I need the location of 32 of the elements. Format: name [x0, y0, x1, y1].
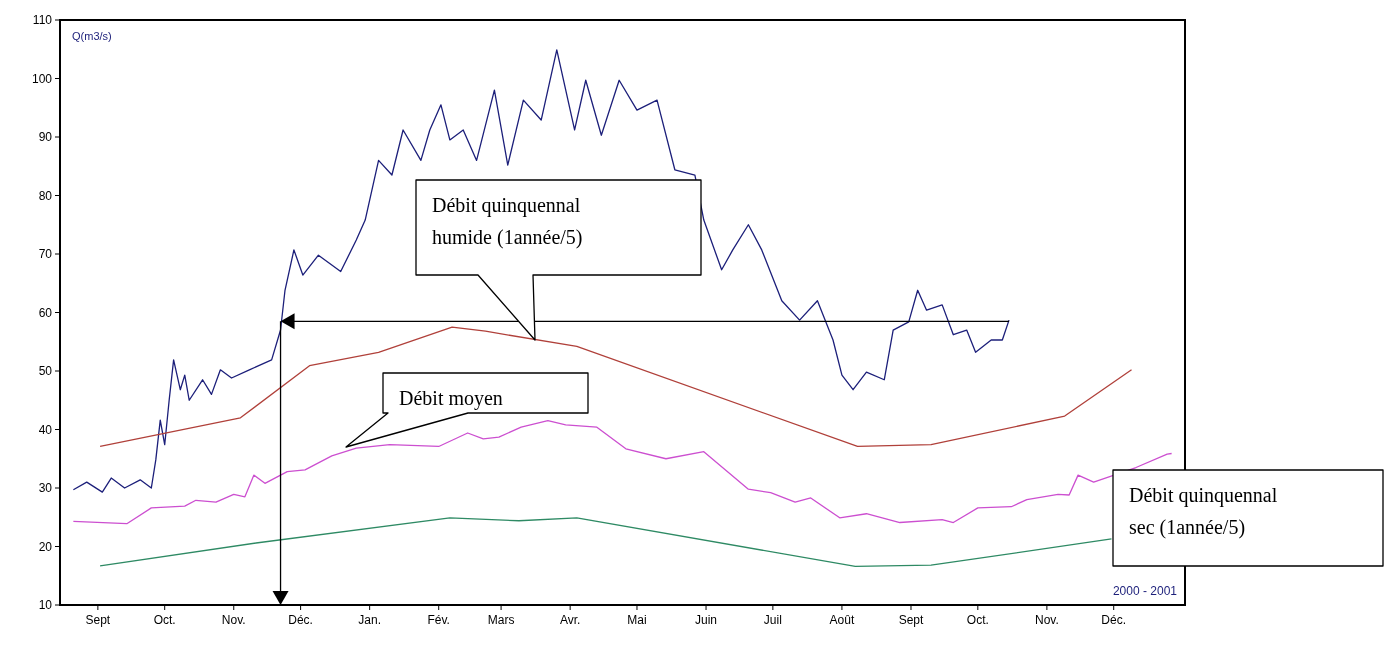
x-tick-label: Mars — [487, 613, 515, 627]
x-tick-label: Avr. — [559, 613, 581, 627]
y-tick-label: 60 — [38, 305, 53, 320]
x-tick-label: Sept — [85, 613, 111, 627]
x-tick-label: Déc. — [1101, 613, 1127, 627]
x-tick-label: Nov. — [1034, 613, 1059, 627]
x-tick-label: Fév. — [427, 613, 450, 627]
annotation: Débit quinquennal sec (1année/5) — [1129, 484, 1278, 539]
y-tick-label: 50 — [38, 364, 53, 379]
annotation: Débit moyen — [399, 387, 503, 410]
text: 2000 - 2001 — [1112, 584, 1178, 598]
x-tick-label: Août — [829, 613, 855, 627]
y-tick-label: 30 — [38, 481, 53, 496]
x-tick-label: Juil — [763, 613, 782, 627]
x-tick-label: Déc. — [288, 613, 313, 627]
y-tick-label: 70 — [38, 247, 53, 262]
y-tick-label: 10 — [38, 598, 53, 613]
x-tick-label: Jan. — [358, 613, 381, 627]
y-tick-label: 90 — [38, 130, 53, 145]
x-tick-label: Oct. — [153, 613, 176, 627]
annotation: Débit quinquennal humide (1année/5) — [432, 194, 583, 249]
x-tick-label: Mai — [627, 613, 647, 627]
y-tick-label: 20 — [38, 539, 53, 554]
y-axis-title: Q(m3/s) — [72, 30, 112, 42]
y-tick-label: 110 — [32, 13, 53, 28]
x-tick-label: Sept — [898, 613, 924, 627]
y-tick-label: 40 — [38, 422, 53, 437]
y-tick-label: 80 — [38, 188, 53, 203]
x-tick-label: Juin — [695, 613, 718, 627]
x-tick-label: Nov. — [221, 613, 246, 627]
x-tick-label: Oct. — [966, 613, 989, 627]
y-tick-label: 100 — [31, 71, 53, 86]
